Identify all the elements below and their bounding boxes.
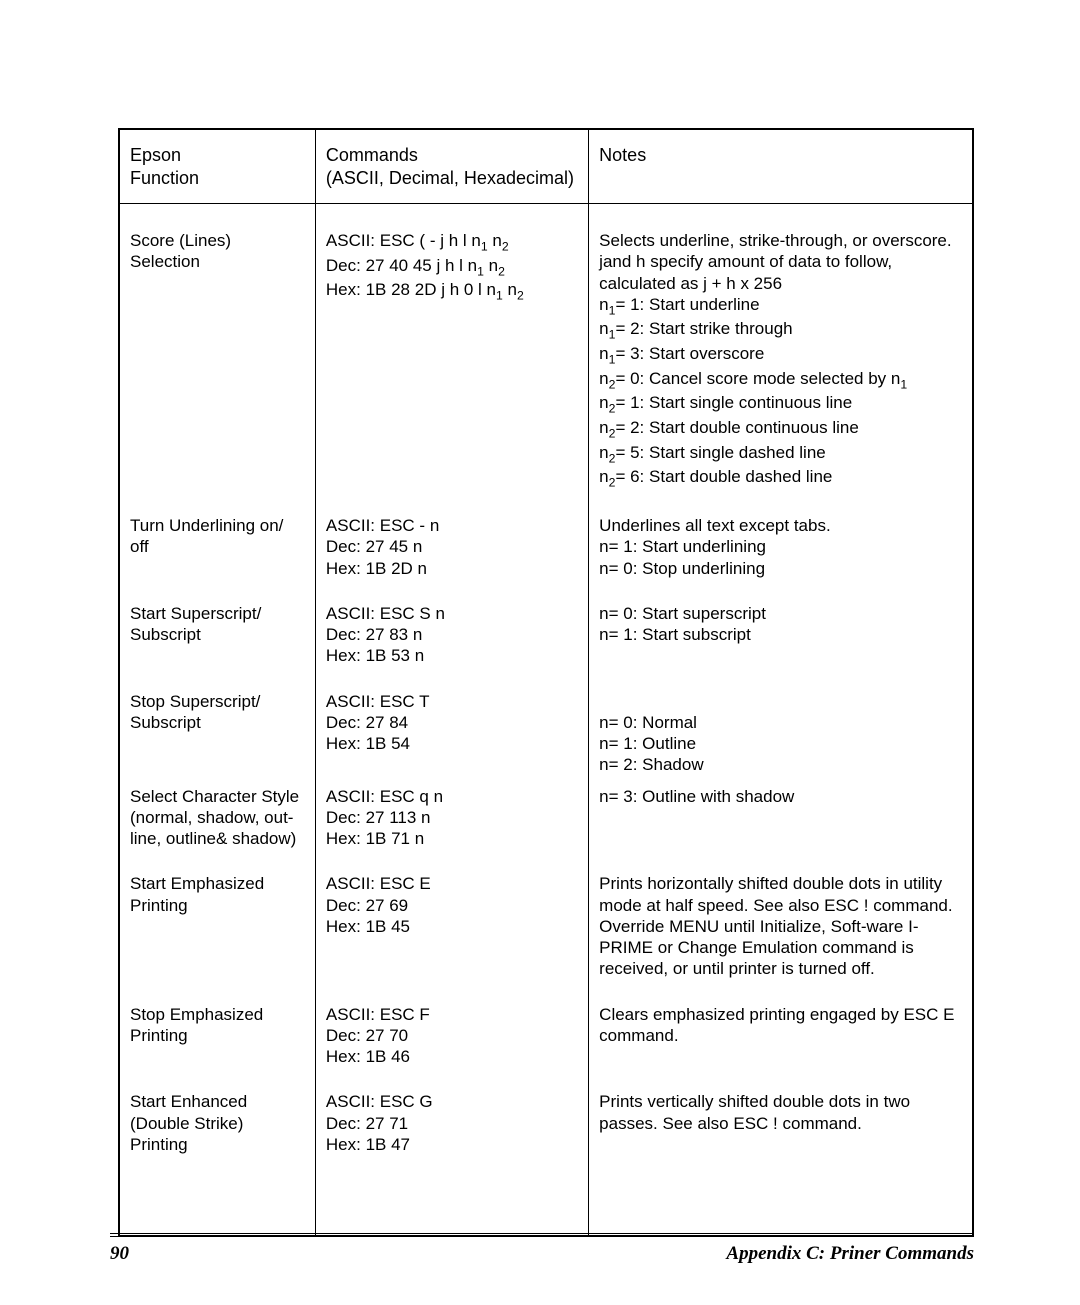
header-text: Function xyxy=(130,168,199,188)
cell-notes: Underlines all text except tabs.n= 1: St… xyxy=(589,495,973,583)
appendix-title: Appendix C: Priner Commands xyxy=(726,1243,974,1265)
cell-function: Stop Emphasized Printing xyxy=(119,984,315,1072)
cell-notes: Selects underline, strike-through, or ov… xyxy=(589,204,973,496)
page-number: 90 xyxy=(110,1243,129,1265)
table-row: Stop Superscript/Subscript ASCII: ESC TD… xyxy=(119,671,973,780)
header-text: Notes xyxy=(599,145,646,165)
page-footer: 90 Appendix C: Priner Commands xyxy=(110,1233,974,1265)
table-row: Stop Emphasized Printing ASCII: ESC FDec… xyxy=(119,984,973,1072)
cell-function: Score (Lines)Selection xyxy=(119,204,315,496)
cell-notes: n= 0: Normaln= 1: Outlinen= 2: Shadow xyxy=(589,671,973,780)
cell-function: Stop Superscript/Subscript xyxy=(119,671,315,780)
table-body: Score (Lines)Selection ASCII: ESC ( - j … xyxy=(119,204,973,1237)
page-content: Epson Function Commands (ASCII, Decimal,… xyxy=(0,0,1080,1237)
cell-notes: Clears emphasized printing engaged by ES… xyxy=(589,984,973,1072)
cell-command: ASCII: ESC S nDec: 27 83 nHex: 1B 53 n xyxy=(315,583,588,671)
cell-command: ASCII: ESC TDec: 27 84Hex: 1B 54 xyxy=(315,671,588,780)
table-header-row: Epson Function Commands (ASCII, Decimal,… xyxy=(119,129,973,204)
cell-command: ASCII: ESC - nDec: 27 45 nHex: 1B 2D n xyxy=(315,495,588,583)
table-row: Start Emphasized Printing ASCII: ESC EDe… xyxy=(119,853,973,983)
cell-function: Start Superscript/Subscript xyxy=(119,583,315,671)
cell-command: ASCII: ESC GDec: 27 71Hex: 1B 47 xyxy=(315,1071,588,1236)
table-row: Score (Lines)Selection ASCII: ESC ( - j … xyxy=(119,204,973,496)
cell-notes: Prints horizontally shifted double dots … xyxy=(589,853,973,983)
cell-notes: n= 3: Outline with shadow xyxy=(589,780,973,854)
footer-line: 90 Appendix C: Priner Commands xyxy=(110,1236,974,1265)
cell-function: Turn Underlining on/ off xyxy=(119,495,315,583)
header-commands: Commands (ASCII, Decimal, Hexadecimal) xyxy=(315,129,588,204)
header-notes: Notes xyxy=(589,129,973,204)
header-function: Epson Function xyxy=(119,129,315,204)
cell-command: ASCII: ESC EDec: 27 69Hex: 1B 45 xyxy=(315,853,588,983)
cell-command: ASCII: ESC q nDec: 27 113 nHex: 1B 71 n xyxy=(315,780,588,854)
cell-function: Select Character Style (normal, shadow, … xyxy=(119,780,315,854)
cell-command: ASCII: ESC FDec: 27 70Hex: 1B 46 xyxy=(315,984,588,1072)
header-text: Commands xyxy=(326,145,418,165)
commands-table: Epson Function Commands (ASCII, Decimal,… xyxy=(118,128,974,1237)
table-row: Turn Underlining on/ off ASCII: ESC - nD… xyxy=(119,495,973,583)
cell-notes: n= 0: Start superscriptn= 1: Start subsc… xyxy=(589,583,973,671)
cell-function: Start Emphasized Printing xyxy=(119,853,315,983)
table-row: Select Character Style (normal, shadow, … xyxy=(119,780,973,854)
header-text: Epson xyxy=(130,145,181,165)
table-row: Start Superscript/Subscript ASCII: ESC S… xyxy=(119,583,973,671)
table-row: Start Enhanced (Double Strike) Printing … xyxy=(119,1071,973,1236)
header-text: (ASCII, Decimal, Hexadecimal) xyxy=(326,168,574,188)
cell-notes: Prints vertically shifted double dots in… xyxy=(589,1071,973,1236)
cell-function: Start Enhanced (Double Strike) Printing xyxy=(119,1071,315,1236)
footer-rule: 90 Appendix C: Priner Commands xyxy=(110,1233,974,1265)
cell-command: ASCII: ESC ( - j h l n1 n2Dec: 27 40 45 … xyxy=(315,204,588,496)
